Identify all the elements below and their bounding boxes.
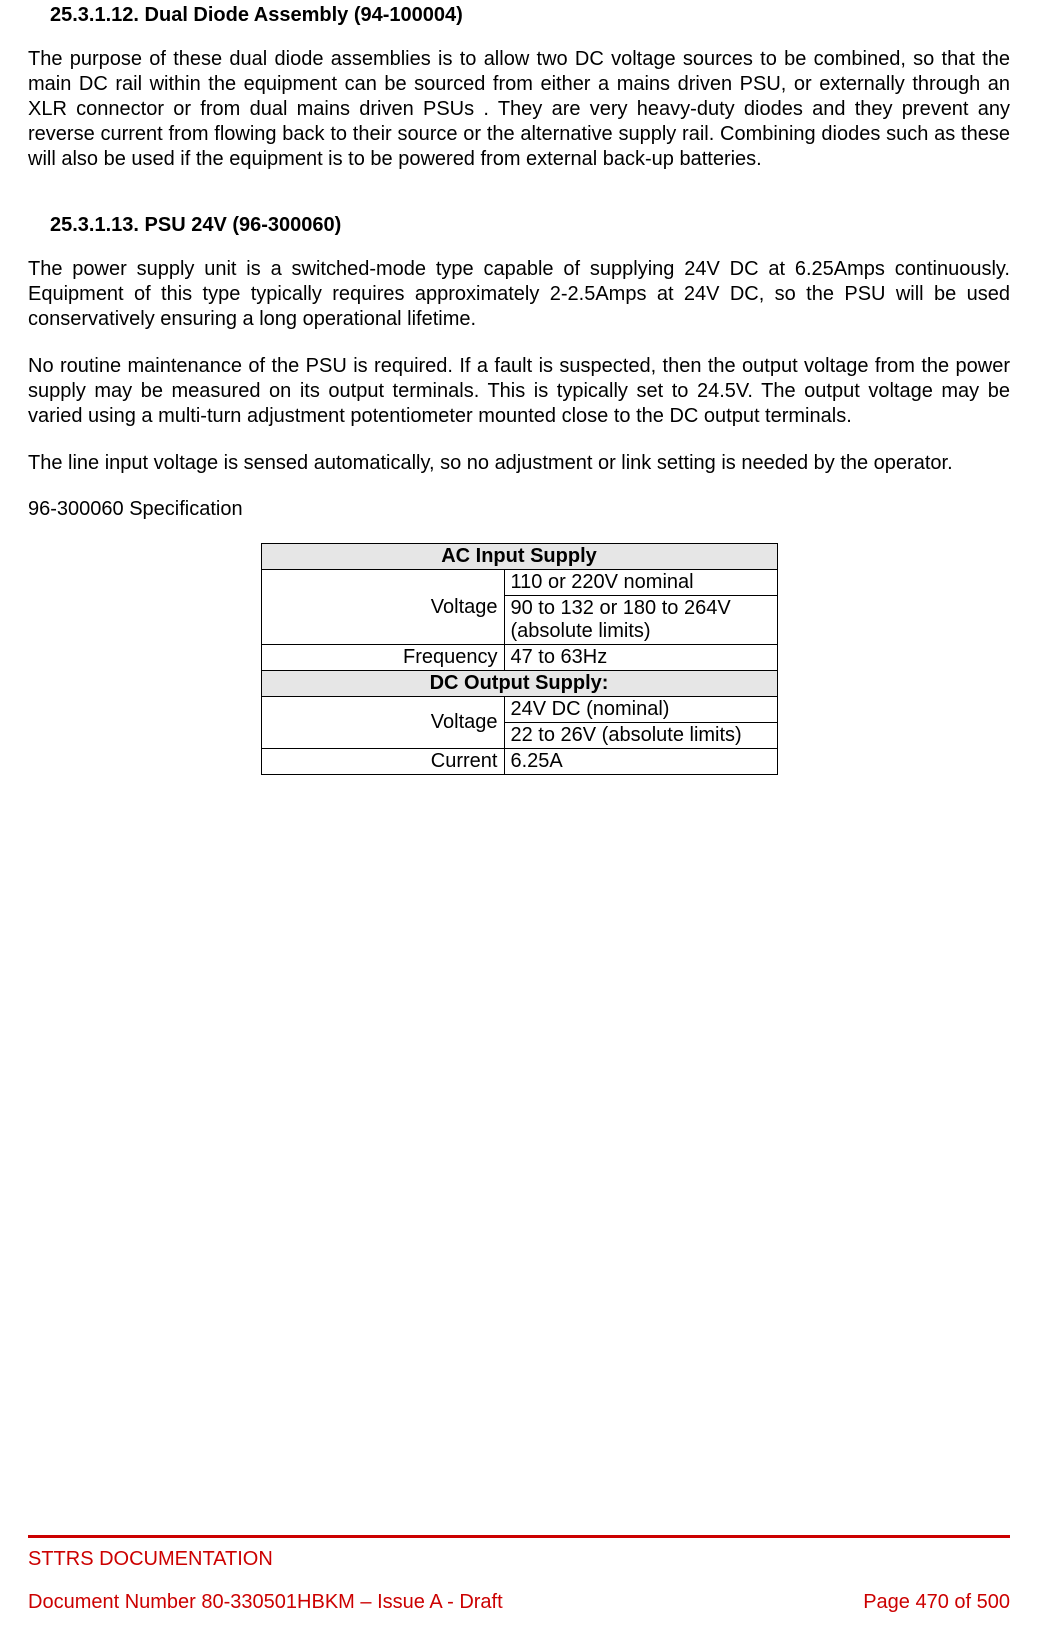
table-row: Voltage 24V DC (nominal) [261, 697, 777, 723]
section-title-2: PSU 24V (96-300060) [145, 214, 342, 236]
footer-meta-row: Document Number 80-330501HBKM – Issue A … [28, 1591, 1010, 1614]
dc-current-value: 6.25A [504, 749, 777, 775]
ac-voltage-label: Voltage [261, 570, 504, 645]
table-row: Voltage 110 or 220V nominal [261, 570, 777, 596]
section-heading-2: 25.3.1.13. PSU 24V (96-300060) [28, 214, 1010, 237]
spacer [28, 194, 1010, 214]
content-area: 25.3.1.12. Dual Diode Assembly (94-10000… [28, 0, 1010, 775]
dc-voltage-value1: 24V DC (nominal) [504, 697, 777, 723]
dc-current-label: Current [261, 749, 504, 775]
dc-voltage-label: Voltage [261, 697, 504, 749]
section-title-1: Dual Diode Assembly (94-100004) [145, 4, 463, 26]
section1-para1: The purpose of these dual diode assembli… [28, 47, 1010, 172]
footer-doc-number: Document Number 80-330501HBKM – Issue A … [28, 1591, 503, 1614]
table-header-row: AC Input Supply [261, 544, 777, 570]
spec-label: 96-300060 Specification [28, 498, 1010, 521]
ac-voltage-value1: 110 or 220V nominal [504, 570, 777, 596]
section-number-2: 25.3.1.13. [50, 214, 139, 236]
footer-page-number: Page 470 of 500 [863, 1591, 1010, 1614]
ac-voltage-value2: 90 to 132 or 180 to 264V (absolute limit… [504, 596, 777, 645]
dc-voltage-value2: 22 to 26V (absolute limits) [504, 723, 777, 749]
table-header-row: DC Output Supply: [261, 671, 777, 697]
ac-freq-value: 47 to 63Hz [504, 645, 777, 671]
table-row: Current 6.25A [261, 749, 777, 775]
footer-rule [28, 1535, 1010, 1538]
section2-para3: The line input voltage is sensed automat… [28, 451, 1010, 476]
spec-table: AC Input Supply Voltage 110 or 220V nomi… [261, 543, 778, 775]
section2-para2: No routine maintenance of the PSU is req… [28, 354, 1010, 429]
table-header-dc: DC Output Supply: [261, 671, 777, 697]
page-footer: STTRS DOCUMENTATION Document Number 80-3… [28, 1535, 1010, 1614]
table-row: Frequency 47 to 63Hz [261, 645, 777, 671]
section-heading-1: 25.3.1.12. Dual Diode Assembly (94-10000… [28, 4, 1010, 27]
section2-para1: The power supply unit is a switched-mode… [28, 257, 1010, 332]
ac-freq-label: Frequency [261, 645, 504, 671]
section-number-1: 25.3.1.12. [50, 4, 139, 26]
page: 25.3.1.12. Dual Diode Assembly (94-10000… [0, 0, 1038, 1636]
table-header-ac: AC Input Supply [261, 544, 777, 570]
footer-doc-title: STTRS DOCUMENTATION [28, 1548, 1010, 1571]
